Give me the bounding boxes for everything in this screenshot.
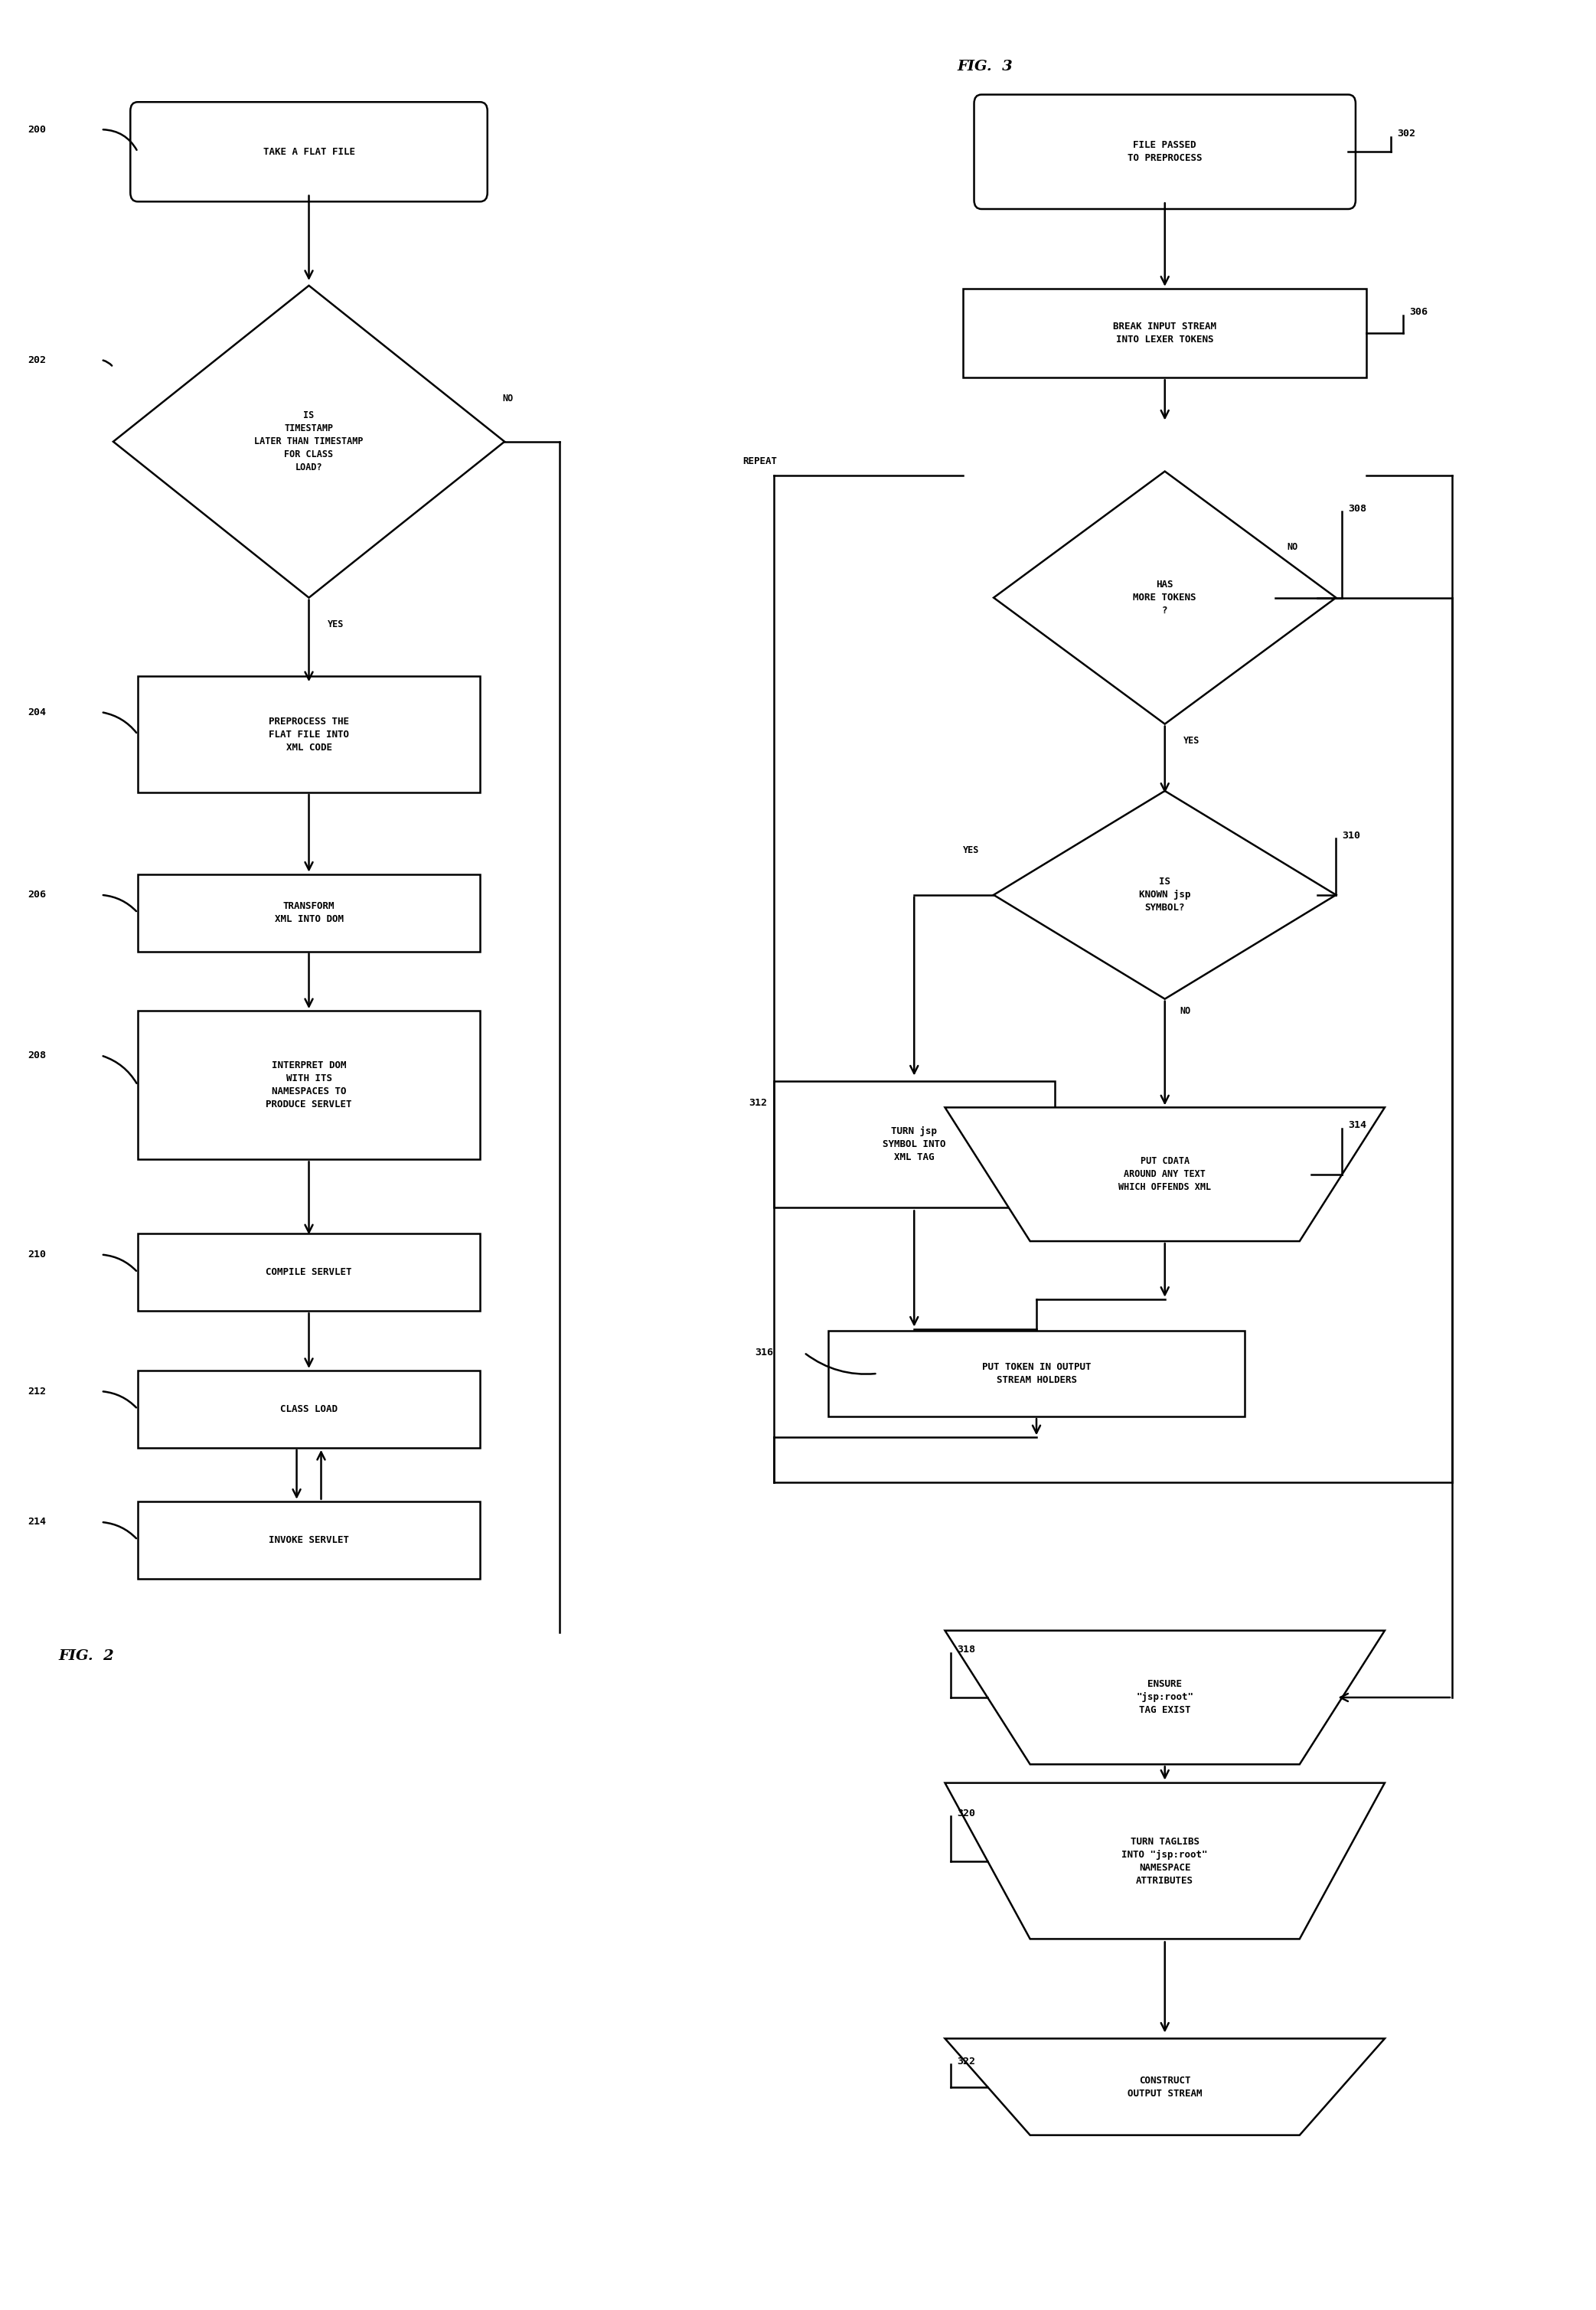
Text: 318: 318: [958, 1645, 975, 1654]
FancyBboxPatch shape: [974, 95, 1355, 208]
Bar: [137, 1234, 480, 1312]
Bar: [137, 1012, 480, 1160]
Text: 316: 316: [755, 1347, 774, 1358]
Text: 322: 322: [958, 2056, 975, 2067]
Text: COMPILE SERVLET: COMPILE SERVLET: [267, 1268, 353, 1277]
Polygon shape: [945, 2037, 1385, 2134]
Text: PUT TOKEN IN OUTPUT
STREAM HOLDERS: PUT TOKEN IN OUTPUT STREAM HOLDERS: [982, 1363, 1092, 1386]
Text: HAS
MORE TOKENS
?: HAS MORE TOKENS ?: [1133, 580, 1197, 617]
Text: IS
KNOWN jsp
SYMBOL?: IS KNOWN jsp SYMBOL?: [1140, 878, 1191, 912]
Text: 302: 302: [1396, 129, 1416, 139]
Text: 312: 312: [749, 1097, 768, 1109]
Text: 310: 310: [1342, 832, 1360, 841]
Text: YES: YES: [327, 619, 343, 631]
Text: CONSTRUCT
OUTPUT STREAM: CONSTRUCT OUTPUT STREAM: [1127, 2074, 1202, 2097]
Text: 202: 202: [27, 356, 46, 365]
Bar: [137, 1370, 480, 1448]
Text: 208: 208: [27, 1051, 46, 1060]
Text: 314: 314: [1349, 1120, 1366, 1130]
Text: REPEAT: REPEAT: [744, 457, 777, 467]
Polygon shape: [945, 1106, 1385, 1240]
Text: 308: 308: [1349, 504, 1366, 513]
Bar: [828, 1331, 1245, 1416]
Text: IS
TIMESTAMP
LATER THAN TIMESTAMP
FOR CLASS
LOAD?: IS TIMESTAMP LATER THAN TIMESTAMP FOR CL…: [254, 411, 364, 474]
Text: TRANSFORM
XML INTO DOM: TRANSFORM XML INTO DOM: [275, 901, 343, 924]
Text: 212: 212: [27, 1386, 46, 1395]
Text: 320: 320: [958, 1809, 975, 1818]
Polygon shape: [945, 1631, 1385, 1765]
Text: INVOKE SERVLET: INVOKE SERVLET: [268, 1534, 350, 1545]
Bar: [774, 1081, 1055, 1208]
FancyBboxPatch shape: [131, 102, 487, 201]
Text: 306: 306: [1409, 307, 1428, 316]
Text: YES: YES: [1183, 735, 1200, 746]
Bar: [137, 1502, 480, 1578]
Text: PUT CDATA
AROUND ANY TEXT
WHICH OFFENDS XML: PUT CDATA AROUND ANY TEXT WHICH OFFENDS …: [1119, 1157, 1211, 1192]
Text: 204: 204: [27, 707, 46, 716]
Text: ENSURE
"jsp:root"
TAG EXIST: ENSURE "jsp:root" TAG EXIST: [1136, 1679, 1194, 1716]
Bar: [137, 677, 480, 792]
Text: 210: 210: [27, 1250, 46, 1259]
Text: YES: YES: [962, 845, 980, 855]
Bar: [962, 289, 1366, 379]
Text: NO: NO: [1179, 1007, 1191, 1016]
Text: NO: NO: [503, 393, 512, 404]
Polygon shape: [113, 286, 504, 598]
Text: FILE PASSED
TO PREPROCESS: FILE PASSED TO PREPROCESS: [1127, 141, 1202, 164]
Text: 200: 200: [27, 125, 46, 134]
Text: FIG.  3: FIG. 3: [958, 60, 1012, 74]
Text: TAKE A FLAT FILE: TAKE A FLAT FILE: [263, 148, 354, 157]
Bar: [137, 873, 480, 952]
Text: PREPROCESS THE
FLAT FILE INTO
XML CODE: PREPROCESS THE FLAT FILE INTO XML CODE: [268, 716, 350, 753]
Polygon shape: [945, 1783, 1385, 1938]
Text: TURN jsp
SYMBOL INTO
XML TAG: TURN jsp SYMBOL INTO XML TAG: [883, 1127, 946, 1162]
Polygon shape: [994, 471, 1336, 723]
Text: 206: 206: [27, 889, 46, 901]
Text: CLASS LOAD: CLASS LOAD: [281, 1404, 338, 1414]
Text: INTERPRET DOM
WITH ITS
NAMESPACES TO
PRODUCE SERVLET: INTERPRET DOM WITH ITS NAMESPACES TO PRO…: [267, 1060, 353, 1109]
Text: BREAK INPUT STREAM
INTO LEXER TOKENS: BREAK INPUT STREAM INTO LEXER TOKENS: [1112, 321, 1216, 344]
Text: FIG.  2: FIG. 2: [57, 1649, 113, 1663]
Polygon shape: [994, 790, 1336, 998]
Text: 214: 214: [27, 1518, 46, 1527]
Text: NO: NO: [1286, 543, 1298, 552]
Text: TURN TAGLIBS
INTO "jsp:root"
NAMESPACE
ATTRIBUTES: TURN TAGLIBS INTO "jsp:root" NAMESPACE A…: [1122, 1836, 1208, 1885]
